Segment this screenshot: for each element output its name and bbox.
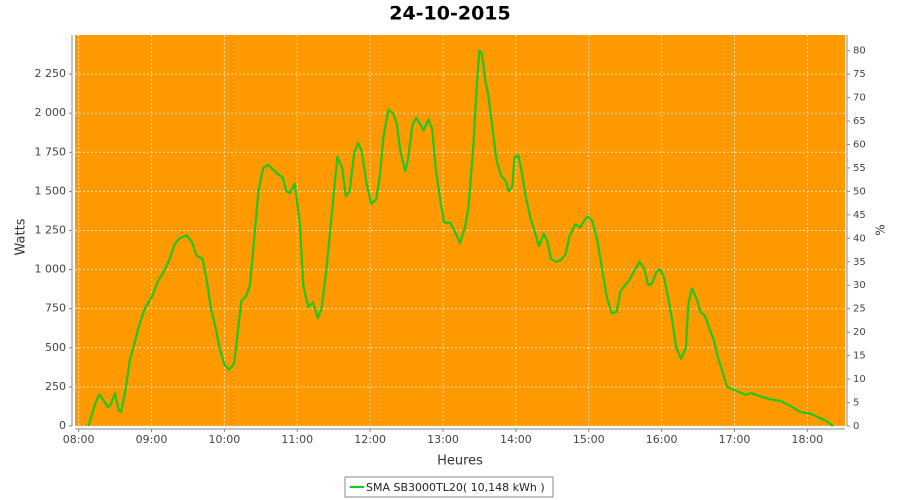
- x-tick-label: 10:00: [209, 433, 241, 446]
- legend-label: SMA SB3000TL20( 10,148 kWh ): [366, 481, 545, 494]
- y2-tick-label: 15: [853, 351, 866, 362]
- y-tick-label: 1 750: [35, 145, 67, 158]
- y2-tick-label: 60: [853, 139, 866, 150]
- y2-tick-label: 50: [853, 186, 866, 197]
- y2-tick-label: 40: [853, 233, 866, 244]
- x-tick-label: 15:00: [573, 433, 605, 446]
- y-tick-label: 750: [45, 302, 66, 315]
- y2-tick-label: 30: [853, 280, 866, 291]
- x-tick-label: 18:00: [791, 433, 823, 446]
- y2-tick-label: 10: [853, 374, 866, 385]
- x-tick-label: 17:00: [719, 433, 751, 446]
- y-tick-label: 1 500: [35, 184, 67, 197]
- y-tick-label: 500: [45, 341, 66, 354]
- x-tick-label: 08:00: [63, 433, 95, 446]
- y-tick-label: 0: [59, 419, 66, 432]
- y-tick-label: 250: [45, 380, 66, 393]
- series-line: [87, 49, 834, 427]
- x-tick-label: 12:00: [354, 433, 386, 446]
- legend-box: [344, 476, 554, 498]
- x-tick-label: 14:00: [500, 433, 532, 446]
- y2-tick-label: 45: [853, 210, 866, 221]
- y2-tick-label: 75: [853, 69, 866, 80]
- y2-tick-label: 55: [853, 163, 866, 174]
- y2-tick-label: 25: [853, 304, 866, 315]
- chart-title: 24-10-2015: [389, 3, 511, 25]
- y2-tick-label: 70: [853, 93, 866, 104]
- y-tick-label: 2 000: [35, 106, 67, 119]
- x-tick-label: 09:00: [136, 433, 168, 446]
- y2-tick-label: 20: [853, 327, 866, 338]
- y2-tick-label: 35: [853, 257, 866, 268]
- x-tick-label: 11:00: [281, 433, 313, 446]
- y-tick-label: 2 250: [35, 67, 67, 80]
- y-axis-title: Watts: [14, 218, 29, 255]
- x-axis-title: Heures: [437, 454, 483, 469]
- x-tick-label: 13:00: [427, 433, 459, 446]
- y2-tick-label: 5: [853, 398, 859, 409]
- x-tick-label: 16:00: [646, 433, 678, 446]
- y2-tick-label: 80: [853, 46, 866, 57]
- y2-tick-label: 65: [853, 116, 866, 127]
- y2-tick-label: 0: [853, 421, 859, 432]
- y-tick-label: 1 250: [35, 224, 67, 237]
- y2-axis-title: %: [874, 224, 888, 235]
- y-tick-label: 1 000: [35, 263, 67, 276]
